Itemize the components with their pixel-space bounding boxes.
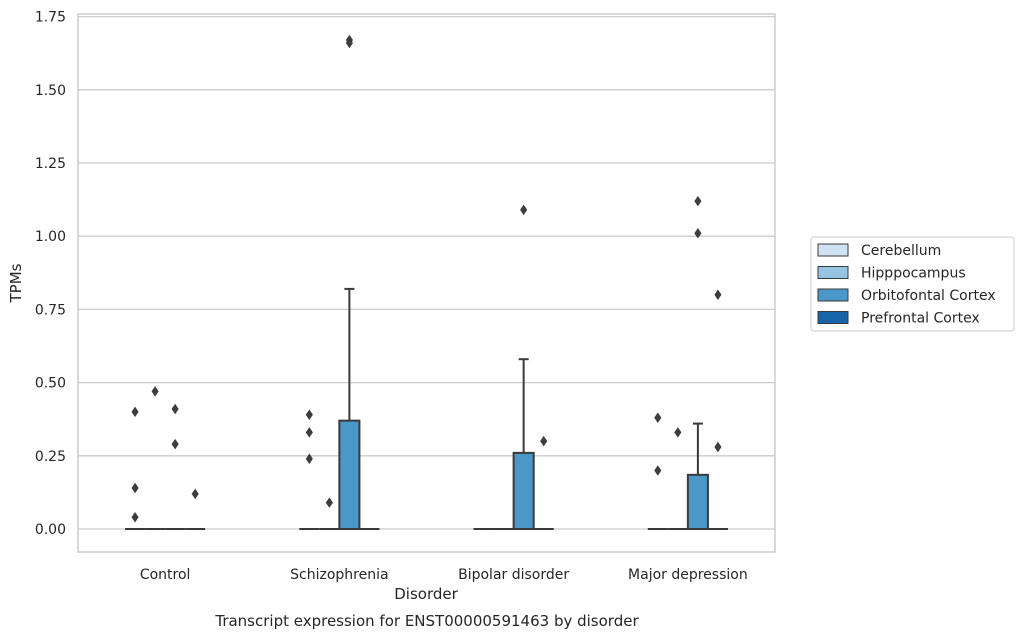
outlier-point bbox=[191, 488, 199, 500]
outlier-point bbox=[131, 512, 139, 523]
box-orbitofontal-cortex bbox=[338, 34, 361, 530]
legend-label-orbitofontal-cortex: Orbitofontal Cortex bbox=[861, 288, 996, 304]
grid-lines bbox=[78, 15, 775, 530]
outlier-point bbox=[714, 441, 722, 453]
box-hipppocampus bbox=[667, 427, 688, 530]
box-body bbox=[686, 473, 709, 530]
outlier-point bbox=[131, 406, 139, 418]
outlier-point bbox=[654, 412, 662, 423]
legend-swatch-hipppocampus bbox=[817, 266, 849, 279]
outlier-point bbox=[540, 435, 548, 447]
box-hipppocampus bbox=[319, 497, 340, 530]
y-tick-label: 1.50 bbox=[35, 83, 66, 99]
box-orbitofontal-cortex bbox=[686, 195, 709, 530]
x-axis-label: Disorder bbox=[394, 585, 458, 603]
legend: Cerebellum Hipppocampus Orbitofontal Corte… bbox=[810, 236, 1015, 332]
x-axis-ticks: Control Schizophrenia Bipolar disorder Majo… bbox=[140, 567, 748, 583]
box-prefrontal-cortex bbox=[533, 435, 554, 530]
y-tick-label: 0.50 bbox=[35, 376, 66, 392]
outlier-point bbox=[654, 465, 662, 476]
outlier-point bbox=[131, 482, 139, 494]
x-tick-label: Bipolar disorder bbox=[458, 567, 569, 583]
box-hipppocampus bbox=[145, 386, 166, 530]
y-tick-label: 1.00 bbox=[35, 229, 66, 245]
legend-label-cerebellum: Cerebellum bbox=[861, 243, 941, 259]
outlier-point bbox=[325, 497, 333, 508]
box-prefrontal-cortex bbox=[707, 289, 728, 530]
x-tick-label: Control bbox=[140, 567, 191, 583]
outlier-point bbox=[674, 427, 682, 438]
box-body bbox=[512, 451, 535, 531]
box-orbitofontal-cortex bbox=[512, 204, 535, 531]
y-tick-label: 0.25 bbox=[35, 449, 66, 465]
outlier-point bbox=[305, 409, 313, 421]
outlier-point bbox=[305, 427, 313, 438]
legend-label-prefrontal-cortex: Prefrontal Cortex bbox=[861, 311, 980, 327]
x-tick-label: Major depression bbox=[628, 567, 748, 583]
y-tick-label: 0.00 bbox=[35, 522, 66, 538]
outlier-point bbox=[151, 386, 159, 397]
category-group-schizophrenia bbox=[299, 34, 380, 530]
legend-frame bbox=[810, 236, 1015, 332]
category-group-major-depression bbox=[647, 195, 728, 530]
outlier-point bbox=[305, 453, 313, 464]
y-axis-ticks: 0.00 0.25 0.50 0.75 1.00 1.25 1.50 1.75 bbox=[35, 10, 66, 538]
box-cerebellum bbox=[125, 406, 146, 530]
box-body bbox=[338, 419, 361, 530]
outlier-point bbox=[171, 403, 179, 415]
outlier-point bbox=[714, 289, 722, 301]
y-tick-label: 1.75 bbox=[35, 10, 66, 26]
outlier-point bbox=[345, 34, 353, 46]
category-group-control bbox=[125, 386, 206, 530]
y-axis-label: TPMs bbox=[7, 263, 25, 303]
y-tick-label: 0.75 bbox=[35, 302, 66, 318]
legend-swatch-orbitofontal-cortex bbox=[817, 288, 849, 302]
outlier-point bbox=[171, 438, 179, 450]
outlier-point bbox=[694, 195, 702, 207]
y-tick-label: 1.25 bbox=[35, 156, 66, 172]
legend-swatch-prefrontal-cortex bbox=[817, 311, 849, 324]
box-cerebellum bbox=[299, 409, 320, 530]
legend-swatch-cerebellum bbox=[817, 243, 849, 257]
plot-frame bbox=[77, 13, 776, 553]
box-cerebellum bbox=[647, 412, 668, 530]
outlier-point bbox=[694, 228, 702, 239]
plot-area bbox=[125, 34, 728, 531]
x-tick-label: Schizophrenia bbox=[290, 567, 388, 583]
legend-label-hipppocampus: Hipppocampus bbox=[861, 266, 966, 282]
box-prefrontal-cortex bbox=[185, 488, 206, 530]
outlier-point bbox=[520, 204, 528, 216]
box-orbitofontal-cortex bbox=[165, 403, 186, 530]
chart-caption: Transcript expression for ENST0000059146… bbox=[214, 612, 639, 630]
category-group-bipolar-disorder bbox=[473, 204, 554, 531]
